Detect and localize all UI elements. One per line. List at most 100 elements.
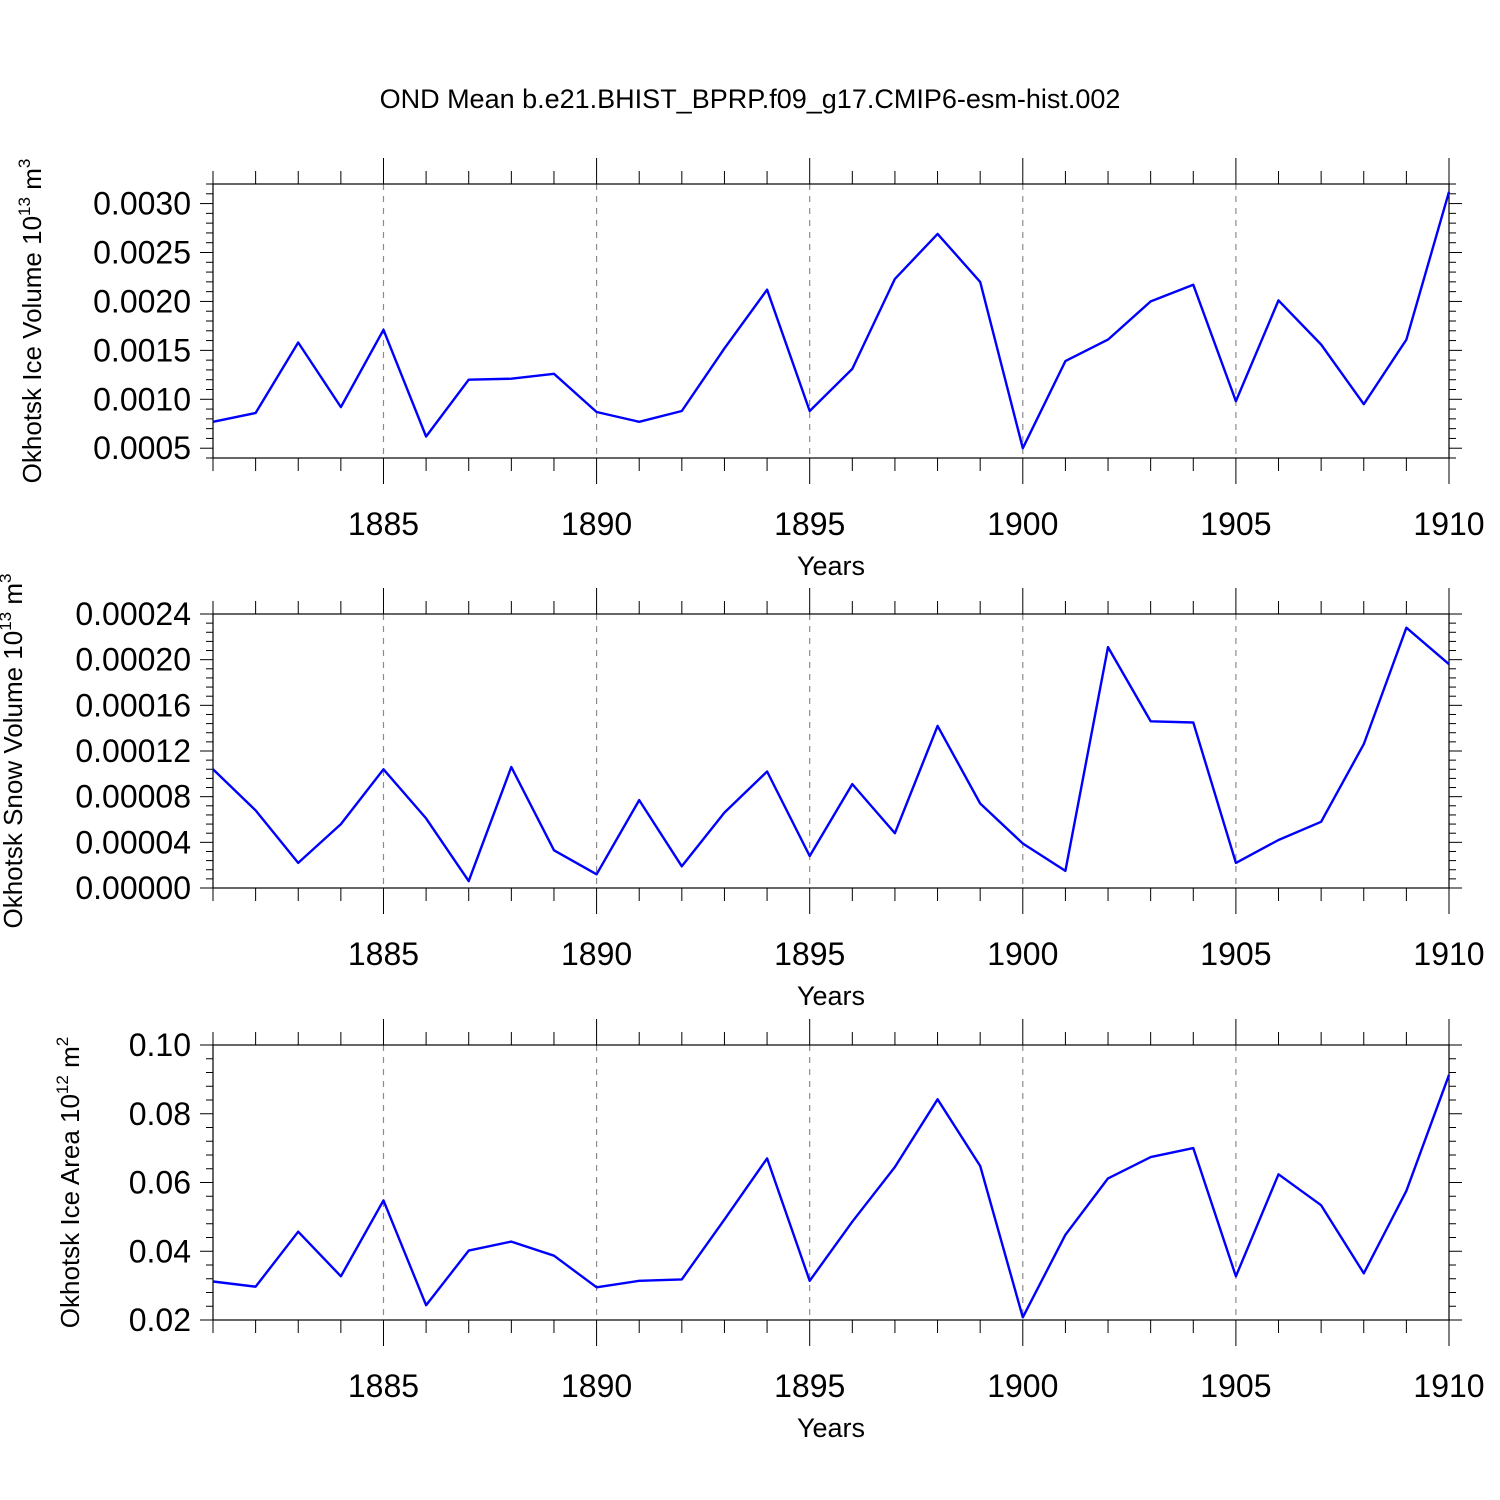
data-point (552, 848, 556, 852)
data-point (722, 811, 726, 815)
y-axis-label-exponent: 13 (0, 612, 15, 631)
data-point (808, 854, 812, 858)
data-point (893, 1165, 897, 1169)
data-point (850, 367, 854, 371)
data-point (467, 378, 471, 382)
data-point (1277, 298, 1281, 302)
data-point (680, 409, 684, 413)
x-tick-label: 1900 (987, 936, 1058, 972)
y-tick-label: 0.00004 (75, 824, 191, 860)
data-point (1063, 869, 1067, 873)
data-point (339, 1274, 343, 1278)
chart-panel-2: 0.00000 0.00004 0.00008 0.00012 0.00016 0.000… (0, 574, 1485, 1012)
x-axis-label: Years (797, 551, 865, 581)
series-line (212, 1074, 1451, 1319)
data-point (381, 1198, 385, 1202)
data-point (1234, 1274, 1238, 1278)
data-point (1447, 1073, 1451, 1077)
data-point (1106, 338, 1110, 342)
data-point (765, 770, 769, 774)
y-tick-label: 0.0010 (93, 381, 191, 417)
x-tick-label: 1910 (1413, 506, 1484, 542)
data-point (1447, 190, 1451, 194)
y-axis-label-exponent: 12 (53, 1075, 72, 1094)
data-point (1362, 1271, 1366, 1275)
data-point (254, 808, 258, 812)
data-point (765, 288, 769, 292)
y-tick-label: 0.00008 (75, 779, 191, 815)
data-point (936, 232, 940, 236)
data-point (339, 822, 343, 826)
y-tick-label: 0.04 (129, 1233, 191, 1269)
data-point (1319, 1203, 1323, 1207)
y-tick-label: 0.0025 (93, 235, 191, 271)
data-point (1319, 820, 1323, 824)
x-axis-label: Years (797, 981, 865, 1011)
data-point (1362, 742, 1366, 746)
y-axis-label-unit: m (0, 583, 28, 612)
x-tick-label: 1905 (1200, 1368, 1271, 1404)
x-tick-label: 1895 (774, 1368, 845, 1404)
data-point (424, 1303, 428, 1307)
y-axis-label-unit: m (55, 1046, 85, 1075)
data-point (1063, 359, 1067, 363)
data-point (722, 346, 726, 350)
y-axis-label-unit: m (17, 168, 47, 197)
data-point (509, 377, 513, 381)
data-point (765, 1156, 769, 1160)
x-tick-label: 1890 (561, 936, 632, 972)
x-tick-label: 1905 (1200, 936, 1271, 972)
y-tick-label: 0.00012 (75, 733, 191, 769)
x-tick-label: 1885 (348, 506, 419, 542)
data-point (893, 831, 897, 835)
data-point (1404, 338, 1408, 342)
data-point (296, 1230, 300, 1234)
data-point (1234, 861, 1238, 865)
chart-panel-3: 0.02 0.04 0.06 0.08 0.10 1885 1890 1895 1900 1905… (53, 1019, 1485, 1443)
y-axis-label: Okhotsk Snow Volume 1013 m3 (0, 574, 28, 929)
x-tick-label: 1905 (1200, 506, 1271, 542)
data-point (680, 864, 684, 868)
y-axis-label-text: Okhotsk Ice Volume 10 (17, 216, 47, 483)
data-point (254, 1285, 258, 1289)
series-line (212, 191, 1451, 450)
data-point (1319, 342, 1323, 346)
x-tick-label: 1910 (1413, 936, 1484, 972)
data-point (1063, 1233, 1067, 1237)
figure-title: OND Mean b.e21.BHIST_BPRP.f09_g17.CMIP6-… (380, 84, 1121, 114)
data-point (808, 409, 812, 413)
data-point (850, 1220, 854, 1224)
data-point (211, 1280, 215, 1284)
data-point (424, 816, 428, 820)
y-tick-label: 0.0015 (93, 332, 191, 368)
x-tick-label: 1910 (1413, 1368, 1484, 1404)
x-axis-label: Years (797, 1413, 865, 1443)
data-point (254, 411, 258, 415)
data-point (1106, 1176, 1110, 1180)
data-point (1404, 1189, 1408, 1193)
data-point (1106, 645, 1110, 649)
y-tick-label: 0.0020 (93, 283, 191, 319)
data-point (381, 767, 385, 771)
data-point (552, 1254, 556, 1258)
x-tick-label: 1900 (987, 506, 1058, 542)
data-point (595, 1285, 599, 1289)
data-point (1404, 626, 1408, 630)
y-axis-label: Okhotsk Ice Volume 1013 m3 (15, 159, 47, 484)
data-point (424, 434, 428, 438)
data-point (978, 1164, 982, 1168)
y-axis-label-exponent: 13 (15, 197, 34, 216)
series-line (212, 626, 1450, 883)
data-point (1191, 1146, 1195, 1150)
data-point (509, 1240, 513, 1244)
y-axis-label-text: Okhotsk Ice Area 10 (55, 1094, 85, 1328)
data-point (467, 879, 471, 883)
y-tick-label: 0.00016 (75, 687, 191, 723)
data-point (637, 1279, 641, 1283)
data-point (1362, 402, 1366, 406)
data-point (211, 767, 215, 771)
y-axis-label-text: Okhotsk Snow Volume 10 (0, 631, 28, 929)
plot-frame (212, 1044, 1450, 1321)
data-point (637, 798, 641, 802)
data-point (1021, 841, 1025, 845)
